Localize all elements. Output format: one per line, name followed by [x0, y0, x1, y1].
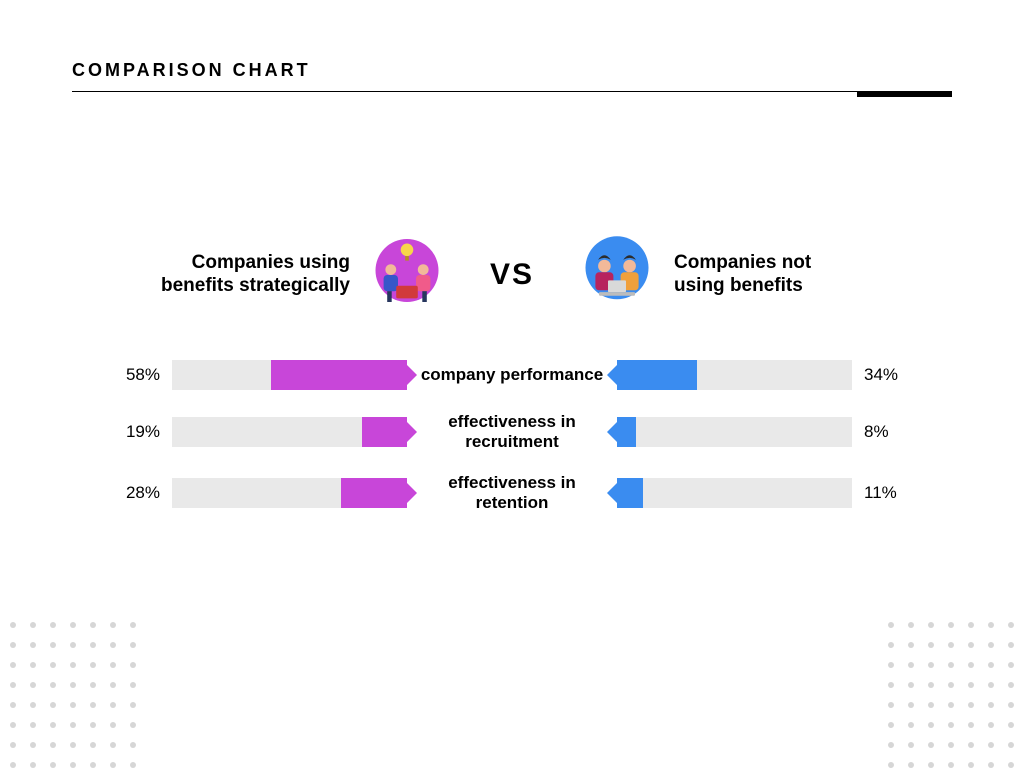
right-percent-label: 34%: [864, 365, 914, 385]
metric-rows: 58% company performance 34% 19% effectivenes…: [110, 360, 914, 512]
right-percent-label: 8%: [864, 422, 914, 442]
left-group-label: Companies using benefits strategically: [160, 252, 350, 298]
header: COMPARISON CHART: [72, 60, 952, 98]
metric-row: 28% effectiveness in retention 11%: [110, 473, 914, 512]
metric-label: company performance: [407, 365, 617, 385]
vs-label: VS: [452, 258, 572, 292]
metric-row: 58% company performance 34%: [110, 360, 914, 390]
metric-row: 19% effectiveness in recruitment 8%: [110, 412, 914, 451]
header-rule: [72, 91, 952, 98]
comparison-header-row: Companies using benefits strategically: [110, 230, 914, 320]
right-bar: [617, 360, 852, 390]
page-title: COMPARISON CHART: [72, 60, 952, 81]
metric-label: effectiveness in retention: [407, 473, 617, 512]
left-bar: [172, 360, 407, 390]
left-percent-label: 19%: [110, 422, 160, 442]
team-brainstorm-icon: [362, 230, 452, 320]
right-bar: [617, 417, 852, 447]
right-group-label: Companies not using benefits: [674, 252, 864, 298]
left-percent-label: 58%: [110, 365, 160, 385]
comparison-chart: Companies using benefits strategically: [110, 230, 914, 534]
metric-label: effectiveness in recruitment: [407, 412, 617, 451]
dot-grid-decoration-left: [0, 622, 136, 768]
right-bar: [617, 478, 852, 508]
right-percent-label: 11%: [864, 483, 914, 503]
left-percent-label: 28%: [110, 483, 160, 503]
left-bar: [172, 417, 407, 447]
left-bar: [172, 478, 407, 508]
header-rule-accent: [857, 91, 952, 97]
dot-grid-decoration-right: [888, 622, 1024, 768]
two-people-laptop-icon: [572, 230, 662, 320]
